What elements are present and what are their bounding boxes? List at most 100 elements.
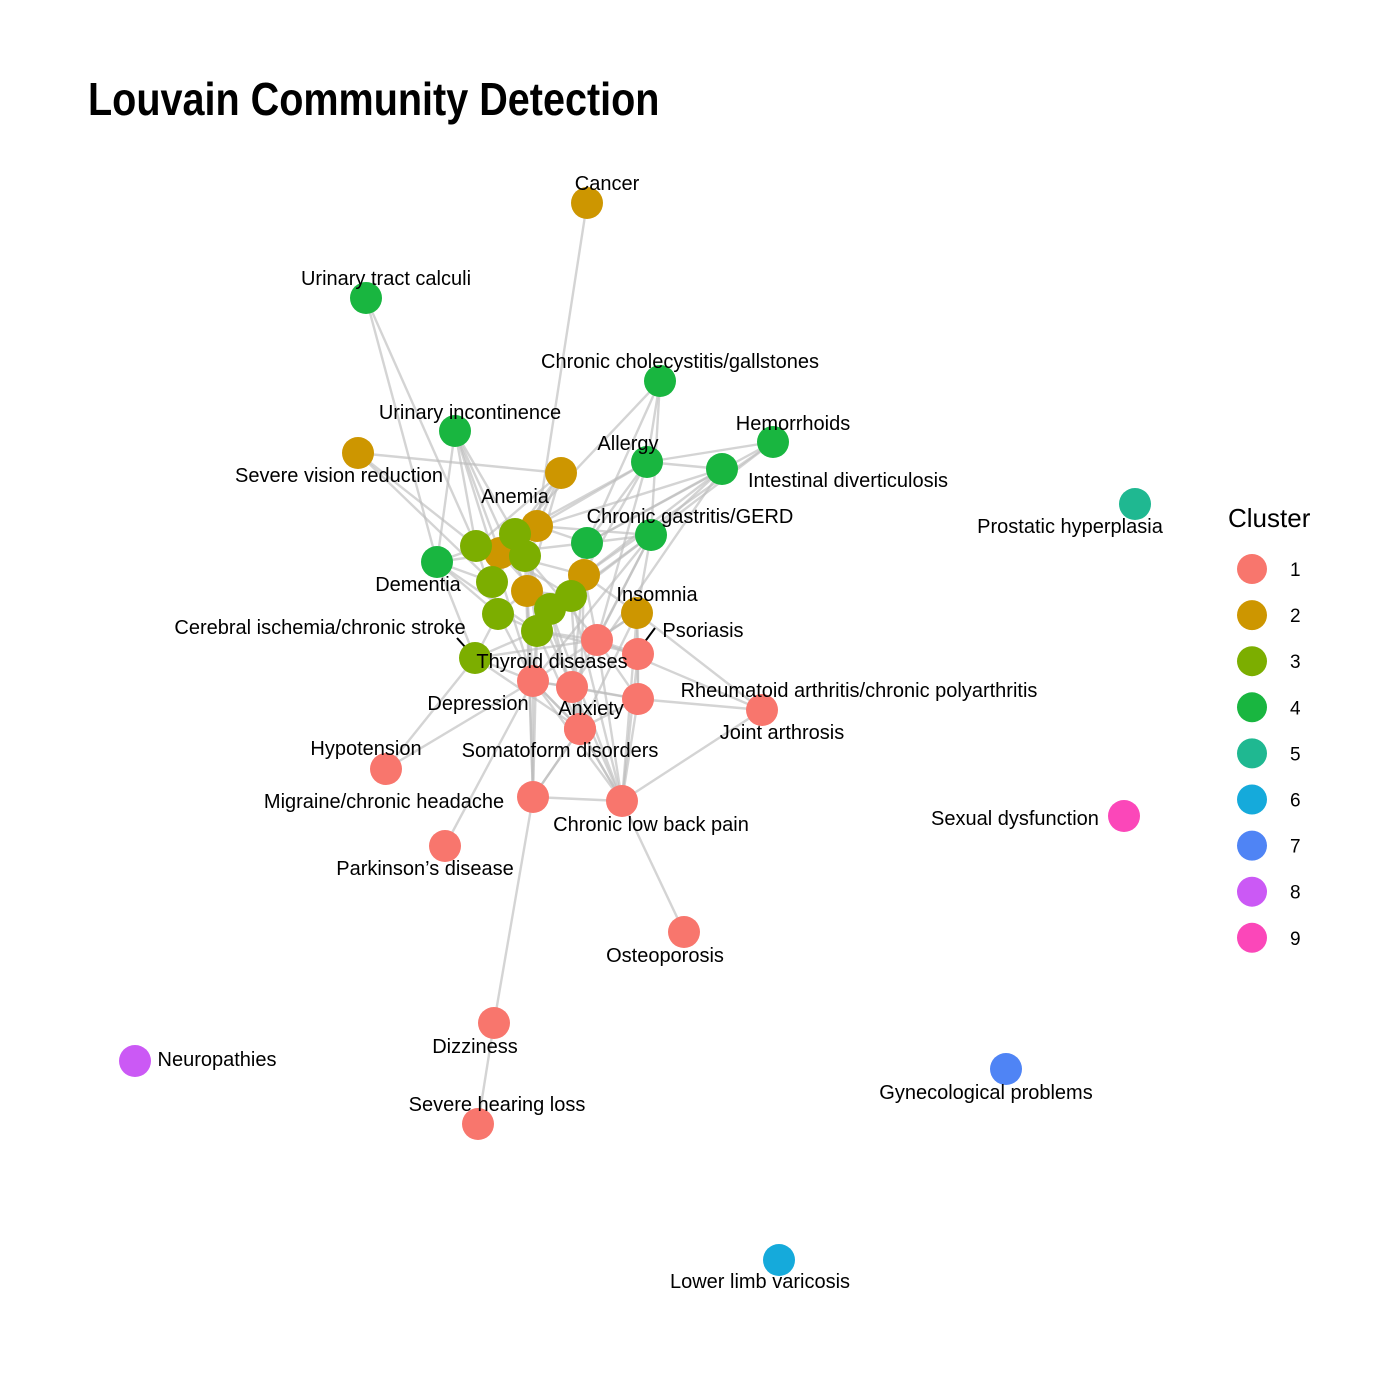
edge-somatoform-u3e [569,595,582,730]
node-label-prostatic: Prostatic hyperplasia [977,516,1164,538]
legend-title: Cluster [1228,503,1311,533]
node-gerd [635,519,667,551]
edge-backpain-osteoporosis [620,800,686,933]
edge-migraine-u3g [531,630,539,798]
edge-gerd-depression [532,534,652,682]
legend-item-9: 9 [1237,922,1301,953]
node-u3b [460,530,492,562]
edge-urinary_incontinence-u3b [453,430,478,547]
legend-item-3: 3 [1237,646,1301,677]
node-insomnia [621,597,653,629]
node-psoriasis [622,638,654,670]
node-label-psoriasis: Psoriasis [662,620,743,642]
node-label-cerebral: Cerebral ischemia/chronic stroke [174,617,465,639]
node-label-urinary_incontinence: Urinary incontinence [379,402,561,424]
labels-layer: Cancer Urinary tract calculi Chronic chole… [158,173,1164,1293]
node-hypotension [370,753,402,785]
node-label-rheumatoid: Rheumatoid arthritis/chronic polyarthrit… [681,680,1038,702]
legend-swatch-4 [1237,692,1267,723]
legend-label-1: 1 [1290,560,1301,581]
node-depression [517,665,549,697]
node-u1a [581,624,613,656]
edge-diverticulosis-gerd [650,468,723,536]
edge-u2a-u3b [475,472,562,547]
node-label-hemorrhoids: Hemorrhoids [736,413,850,435]
node-parkinson [429,830,461,862]
node-prostatic [1119,488,1151,520]
legend-item-5: 5 [1237,738,1301,769]
node-label-gerd: Chronic gastritis/GERD [587,506,794,528]
legend-swatch-2 [1237,600,1267,631]
node-label-gynecological: Gynecological problems [879,1082,1092,1104]
node-urinary_calculi [350,282,382,314]
node-label-anemia: Anemia [481,486,550,508]
edge-rheumatoid-backpain [620,698,640,802]
edge-migraine-dizziness [492,796,535,1024]
edge-allergy-anemia [536,460,648,528]
edge-somatoform-u3f [548,608,582,730]
node-u2a [545,457,577,489]
edge-backpain-u3f [548,608,624,802]
chart-title: Louvain Community Detection [88,73,660,125]
legend-item-6: 6 [1237,784,1301,815]
node-urinary_incontinence [439,415,471,447]
node-joint [746,694,778,726]
node-u3c [476,566,508,598]
node-label-vision: Severe vision reduction [235,465,443,487]
node-u3h [509,540,541,572]
node-label-hypotension: Hypotension [310,738,421,760]
node-label-joint: Joint arthrosis [720,722,845,744]
edge-urinary_calculi-dementia [364,297,439,563]
edge-backpain-u1a [595,639,624,802]
node-hearing [462,1108,494,1140]
legend: Cluster 1 2 3 4 5 6 7 8 9 [1228,503,1311,953]
node-cancer [571,187,603,219]
node-label-hearing: Severe hearing loss [409,1094,586,1116]
edge-dizziness-hearing [476,1022,496,1125]
node-label-parkinson: Parkinson’s disease [336,858,514,880]
edge-cholecystitis-u4a [585,380,662,544]
edge-rheumatoid-joint [637,697,763,712]
node-somatoform [564,713,596,745]
node-neuropathies [119,1045,151,1077]
legend-label-5: 5 [1290,744,1301,765]
node-label-dizziness: Dizziness [432,1036,518,1058]
node-label-migraine: Migraine/chronic headache [264,791,504,813]
node-label-urinary_calculi: Urinary tract calculi [301,268,471,290]
node-sexual [1108,800,1140,832]
node-label-somatoform: Somatoform disorders [462,740,659,762]
node-u3d [482,598,514,630]
edge-depression-parkinson [443,680,535,847]
edge-gerd-u1a [595,534,653,641]
legend-item-2: 2 [1237,600,1301,631]
legend-label-9: 9 [1290,929,1301,950]
node-osteoporosis [668,916,700,948]
edge-urinary_calculi-u3b [364,297,478,547]
legend-label-4: 4 [1290,698,1301,719]
edge-hemorrhoids-allergy [646,440,774,464]
node-label-cancer: Cancer [575,173,640,195]
legend-swatch-7 [1237,830,1267,861]
legend-item-4: 4 [1237,692,1301,723]
node-label-anxiety: Anxiety [558,698,624,720]
node-label-dementia: Dementia [375,574,461,596]
edge-insomnia-joint [636,612,763,711]
edge-insomnia-anxiety [578,612,639,730]
legend-item-1: 1 [1237,554,1301,584]
edge-cerebral-hypotension [385,657,476,770]
node-label-neuropathies: Neuropathies [158,1049,277,1071]
node-backpain [606,785,638,817]
node-label-osteoporosis: Osteoporosis [606,945,724,967]
edge-depression-hypotension [385,679,534,771]
legend-items: 1 2 3 4 5 6 7 8 9 [1237,554,1301,953]
node-u4a [571,527,603,559]
node-cholecystitis [644,365,676,397]
node-u2b [511,575,543,607]
node-label-backpain: Chronic low back pain [553,814,749,836]
edge-allergy-u1a [595,461,649,641]
legend-label-7: 7 [1290,837,1301,858]
node-u3g [521,615,553,647]
node-hemorrhoids [757,426,789,458]
node-allergy [631,446,663,478]
